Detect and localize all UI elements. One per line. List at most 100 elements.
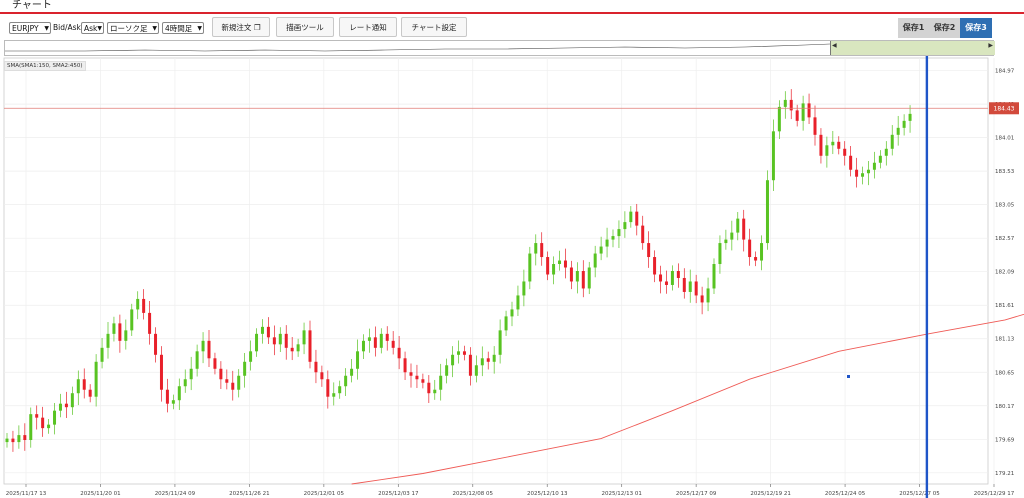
chevron-down-icon: ▼ xyxy=(152,25,157,32)
draw-tools-button[interactable]: 描画ツール xyxy=(276,17,334,37)
candle-body xyxy=(664,281,668,285)
x-tick-label: 2025/12/29 17 xyxy=(974,491,1015,497)
chart-settings-button[interactable]: チャート設定 xyxy=(401,17,467,37)
candle-body xyxy=(70,393,74,408)
y-tick-label: 180.17 xyxy=(995,404,1015,410)
candle-body xyxy=(872,162,876,170)
candle-body xyxy=(344,375,348,387)
candle-body xyxy=(623,222,627,230)
y-tick-label: 182.09 xyxy=(995,270,1015,276)
x-tick-label: 2025/12/08 05 xyxy=(453,491,494,497)
candle-body xyxy=(528,253,532,282)
x-tick-label: 2025/12/17 09 xyxy=(676,491,717,497)
candle-body xyxy=(837,141,841,149)
candle-body xyxy=(391,340,395,348)
candle-body xyxy=(831,141,835,146)
candle-body xyxy=(165,389,169,404)
title-bar: チャート xyxy=(0,0,1024,14)
candle-body xyxy=(474,365,478,376)
candle-body xyxy=(534,243,538,254)
x-tick-label: 2025/12/03 17 xyxy=(378,491,419,497)
candle-body xyxy=(670,271,674,285)
candle-body xyxy=(682,277,686,292)
candle-body xyxy=(100,347,104,362)
candle-body xyxy=(902,120,906,128)
candle-body xyxy=(718,243,722,265)
navigator-left-handle-icon[interactable]: ◀ xyxy=(832,42,837,49)
candle-body xyxy=(813,117,817,135)
candle-body xyxy=(195,351,199,369)
candle-body xyxy=(189,368,193,380)
bidask-select[interactable]: Ask ▼ xyxy=(81,22,104,34)
rate-alert-button[interactable]: レート通知 xyxy=(339,17,397,37)
candle-body xyxy=(468,354,472,376)
candle-body xyxy=(552,264,556,275)
candle-body xyxy=(106,333,110,348)
candle-body xyxy=(314,361,318,373)
chart-navigator[interactable]: ◀ ▶ xyxy=(4,40,995,56)
candle-body xyxy=(159,354,163,390)
candle-body xyxy=(795,110,799,121)
candle-body xyxy=(243,361,247,376)
candle-body xyxy=(783,99,787,107)
x-tick-label: 2025/12/27 05 xyxy=(899,491,940,497)
candle-body xyxy=(777,106,781,132)
timeframe-select[interactable]: 4時間足 ▼ xyxy=(162,22,204,34)
y-tick-label: 179.21 xyxy=(995,471,1014,477)
new-order-button[interactable]: 新規注文 ❐ xyxy=(212,17,270,37)
x-tick-label: 2025/11/26 21 xyxy=(229,491,269,497)
save-2-button[interactable]: 保存2 xyxy=(929,18,960,38)
candle-body xyxy=(118,323,122,341)
candle-body xyxy=(278,333,282,345)
x-tick-label: 2025/12/24 05 xyxy=(825,491,866,497)
candle-body xyxy=(94,361,98,397)
candle-body xyxy=(825,145,829,156)
candle-body xyxy=(225,379,229,383)
candle-body xyxy=(88,389,92,397)
current-price-label: 184.43 xyxy=(994,105,1015,112)
candle-body xyxy=(284,333,288,348)
candle-body xyxy=(367,337,371,341)
candle-body xyxy=(742,218,746,240)
candle-body xyxy=(207,340,211,359)
draw-tools-label: 描画ツール xyxy=(286,23,324,32)
candle-body xyxy=(694,281,698,296)
save-1-button[interactable]: 保存1 xyxy=(898,18,929,38)
candlestick-chart[interactable]: 184.97184.49184.01183.53183.05182.57182.… xyxy=(0,56,1024,498)
candle-body xyxy=(76,379,80,394)
candle-body xyxy=(504,316,508,331)
candle-body xyxy=(659,274,663,282)
candle-body xyxy=(290,347,294,352)
candle-body xyxy=(451,354,455,366)
pair-select[interactable]: EURJPY ▼ xyxy=(9,22,51,34)
x-tick-label: 2025/11/24 09 xyxy=(155,491,196,497)
candle-body xyxy=(124,330,128,341)
candle-body xyxy=(35,414,39,418)
save-3-button[interactable]: 保存3 xyxy=(960,18,992,38)
candle-body xyxy=(64,403,68,408)
candle-body xyxy=(736,218,740,233)
x-tick-label: 2025/11/17 13 xyxy=(6,491,47,497)
page-title: チャート xyxy=(12,0,52,11)
candle-body xyxy=(171,400,175,404)
candle-body xyxy=(23,435,27,441)
candle-body xyxy=(177,386,181,401)
candle-body xyxy=(878,155,882,163)
candle-body xyxy=(272,337,276,345)
navigator-window[interactable]: ◀ ▶ xyxy=(830,41,995,55)
candle-body xyxy=(332,393,336,397)
candle-body xyxy=(676,271,680,278)
candle-body xyxy=(581,271,585,289)
y-tick-label: 182.57 xyxy=(995,236,1015,242)
candle-body xyxy=(231,382,235,390)
chevron-down-icon: ▼ xyxy=(197,25,202,32)
chart-type-select[interactable]: ローソク足 ▼ xyxy=(107,22,159,34)
candle-body xyxy=(58,403,62,411)
candle-body xyxy=(213,358,217,369)
navigator-right-handle-icon[interactable]: ▶ xyxy=(988,42,993,49)
new-order-label: 新規注文 xyxy=(221,23,252,32)
candle-body xyxy=(492,354,496,362)
candle-body xyxy=(587,267,591,289)
candle-body xyxy=(338,386,342,394)
bidask-value: Ask xyxy=(84,24,98,33)
